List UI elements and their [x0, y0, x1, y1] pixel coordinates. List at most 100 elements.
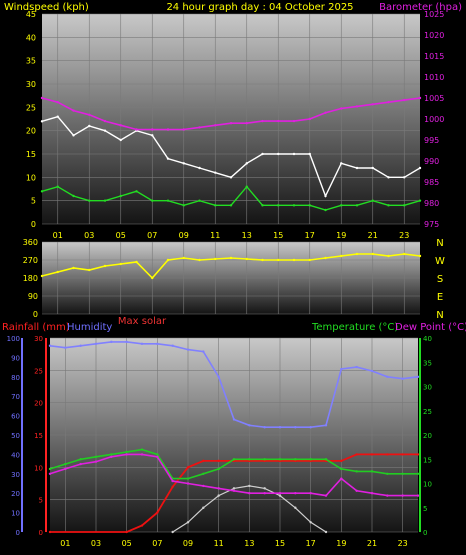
barometer-line-point — [308, 117, 311, 121]
temperature-line-point — [370, 470, 374, 473]
wind-avg-line-point — [214, 204, 217, 207]
compass-tick-label: N — [436, 310, 443, 321]
rainfall-axis-title: Rainfall (mm) — [2, 322, 70, 333]
temp-xtick-label: 23 — [398, 539, 408, 548]
temp-xtick-label: 03 — [91, 539, 101, 548]
wind-panel-ticks: 0510152025303540459759809859909951000100… — [26, 10, 445, 240]
baro-ytick-label: 1005 — [424, 94, 444, 103]
wind-xtick-label: 13 — [242, 231, 252, 240]
rainfall-line-point — [370, 453, 374, 456]
wind-direction-line-point — [88, 268, 91, 272]
humidity-line-point — [294, 426, 297, 429]
wind-direction-line-point — [119, 262, 122, 266]
temperature-line-point — [309, 458, 312, 461]
windspeed-line-point — [182, 162, 185, 165]
windspeed-line-point — [40, 120, 44, 123]
temperature-axis-title: Temperature (°C) — [311, 322, 398, 333]
dewpoint-line-point — [217, 487, 220, 490]
wind-direction-line-point — [324, 256, 327, 260]
humidity-line-point — [355, 365, 358, 369]
baro-ytick-label: 995 — [424, 136, 439, 145]
dewpoint-line-point — [156, 455, 159, 459]
wind-avg-line-point — [40, 190, 44, 193]
temperature-line-point — [186, 477, 190, 480]
rain-ytick-label: 25 — [34, 367, 43, 375]
barometer-line-point — [324, 111, 327, 114]
temperature-panel-ticks: 0102030405060708090100051015202530051015… — [7, 335, 432, 548]
barometer-line-point — [56, 101, 59, 104]
humidity-ytick-label: 80 — [11, 374, 20, 382]
temp-xtick-label: 07 — [152, 539, 162, 548]
rain-ytick-label: 15 — [34, 432, 43, 440]
humidity-line-point — [79, 344, 82, 347]
baro-ytick-label: 990 — [424, 157, 439, 166]
wind-ytick-label: 30 — [26, 80, 36, 89]
direction-ytick-label: 360 — [23, 238, 38, 247]
temp-xtick-label: 13 — [244, 539, 254, 548]
barometer-line-point — [355, 105, 359, 108]
max-solar-line-point — [309, 521, 312, 524]
dewpoint-line-point — [309, 492, 312, 495]
temp-ytick-label: 40 — [423, 335, 432, 343]
rain-ytick-label: 0 — [39, 529, 43, 537]
temperature-line-point — [294, 458, 297, 461]
barometer-line-point — [40, 96, 44, 100]
rainfall-line-point — [416, 453, 420, 456]
barometer-line-point — [418, 96, 422, 100]
dewpoint-line-point — [263, 492, 266, 495]
max-solar-line-point — [263, 487, 266, 490]
humidity-line-point — [217, 375, 220, 378]
rainfall-line-point — [125, 530, 128, 534]
wind-avg-line-point — [261, 204, 264, 207]
rainfall-line-point — [217, 459, 220, 463]
wind-avg-line-point — [103, 199, 107, 202]
windspeed-line-point — [229, 176, 233, 179]
temperature-line-point — [278, 458, 282, 461]
max-solar-line-point — [232, 487, 236, 490]
wind-direction-line-point — [261, 258, 264, 262]
temp-ytick-label: 10 — [423, 481, 432, 489]
windspeed-line-point — [324, 194, 327, 198]
dewpoint-line-point — [355, 489, 358, 492]
wind-xtick-label: 23 — [399, 231, 409, 240]
wind-avg-line-point — [151, 199, 154, 202]
temp-xtick-label: 21 — [367, 539, 377, 548]
dewpoint-line-point — [386, 494, 389, 497]
dewpoint-line-point — [64, 467, 67, 471]
direction-ytick-label: 270 — [23, 256, 38, 265]
wind-direction-line-point — [355, 252, 359, 256]
wind-direction-line-point — [340, 254, 343, 258]
humidity-line-point — [171, 344, 174, 347]
barometer-line-point — [103, 119, 107, 123]
barometer-line-point — [198, 126, 201, 129]
wind-direction-line-point — [403, 252, 406, 256]
humidity-line-point — [202, 350, 205, 353]
humidity-line-point — [309, 426, 312, 429]
wind-direction-line-point — [72, 266, 75, 270]
wind-ytick-label: 20 — [26, 127, 36, 136]
rainfall-line-point — [355, 453, 358, 456]
humidity-line-point — [140, 342, 144, 346]
temperature-line-point — [202, 472, 205, 475]
windspeed-line-point — [245, 162, 248, 165]
barometer-line-point — [403, 98, 406, 102]
temperature-line-point — [248, 458, 251, 461]
wind-ytick-label: 15 — [26, 150, 36, 159]
barometer-line-point — [340, 107, 343, 110]
wind-xtick-label: 03 — [84, 231, 94, 240]
dewpoint-axis-title: Dew Point (°C) — [395, 322, 466, 333]
humidity-line-point — [386, 375, 389, 378]
windspeed-line-point — [214, 171, 217, 174]
wind-xtick-label: 05 — [116, 231, 126, 240]
humidity-ytick-label: 0 — [16, 529, 20, 537]
humidity-ytick-label: 60 — [11, 413, 20, 421]
baro-ytick-label: 1015 — [424, 52, 444, 61]
wind-avg-line-point — [308, 204, 311, 207]
windspeed-line-point — [151, 134, 154, 137]
wind-xtick-label: 09 — [179, 231, 189, 240]
rain-humidity-temp-series — [48, 340, 420, 534]
wind-avg-line-point — [324, 208, 327, 212]
wind-xtick-label: 21 — [368, 231, 378, 240]
wind-direction-line-point — [229, 256, 233, 260]
barometer-line-point — [119, 124, 122, 127]
